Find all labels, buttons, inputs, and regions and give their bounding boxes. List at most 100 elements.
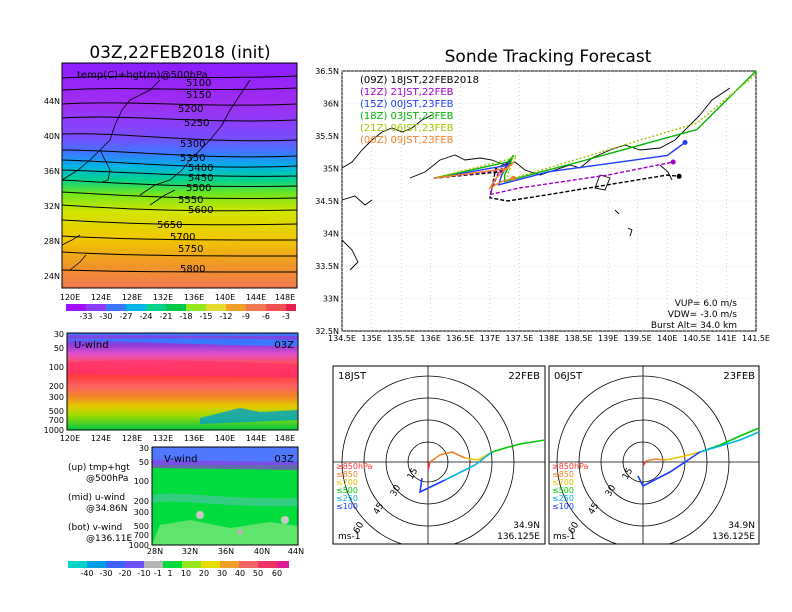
run-label: (09Z) 18JST,22FEB2018 <box>360 75 479 86</box>
lat-tick: 34.5N <box>315 197 339 206</box>
contour-label: 5400 <box>188 163 213 174</box>
temp-map: temp(C)+hgt(m)@500hPa <box>61 62 298 289</box>
level-tick: 300 <box>49 393 64 402</box>
level-tick: 700 <box>134 531 149 540</box>
vwind-panel: V-wind 03Z 30 50 100 200 300 500 700 100… <box>129 444 304 556</box>
level-tick: 50 <box>139 458 149 467</box>
hodo-legend-item: ≤100 <box>336 502 358 511</box>
hodo-date: 23FEB <box>723 371 755 382</box>
ring-label: 15 <box>406 467 420 482</box>
lon-tick: 128E <box>122 434 142 443</box>
contour-label: 5450 <box>188 173 213 184</box>
hodo-legend-item: ≤500 <box>552 486 574 495</box>
lon-tick: 141E <box>716 334 736 343</box>
hodo-legend-item: ≤250 <box>336 494 358 503</box>
lat-tick: 36.5N <box>315 67 339 76</box>
level-tick: 30 <box>139 444 149 453</box>
lon-tick: 144E <box>246 293 266 302</box>
hodo-legend-item: ≤500 <box>336 486 358 495</box>
hodo-time: 06JST <box>554 371 583 382</box>
lat-tick: 40N <box>254 547 270 556</box>
contour-label: 5100 <box>186 78 211 89</box>
lat-tick: 35.5N <box>315 132 339 141</box>
colorbar-tick: -20 <box>118 569 131 578</box>
lat-tick: 32N <box>182 547 198 556</box>
hodo-lon: 136.125E <box>712 532 755 542</box>
level-tick: 1000 <box>129 541 149 550</box>
lat-tick: 28N <box>147 547 163 556</box>
legend-line: @34.86N <box>86 504 128 514</box>
lon-tick: 135.5E <box>387 334 415 343</box>
lon-tick: 141.5E <box>742 334 770 343</box>
hodo-rings <box>549 366 759 544</box>
level-tick: 300 <box>134 508 149 517</box>
colorbar-tick: 10 <box>181 569 191 578</box>
lat-tick: 36N <box>218 547 234 556</box>
track-series <box>433 161 515 190</box>
colorbar-tick: -6 <box>262 312 270 321</box>
param-vup: VUP= 6.0 m/s <box>675 299 738 309</box>
lon-tick: 132E <box>153 434 173 443</box>
wind-colorbar: -40 -30 -20 -10 -1 1 10 20 30 40 50 60 <box>68 561 289 578</box>
colorbar-tick: 40 <box>235 569 245 578</box>
hodo-time: 18JST <box>338 371 367 382</box>
legend-line: (bot) v-wind <box>68 523 122 533</box>
colorbar-tick: 60 <box>272 569 282 578</box>
lon-tick: 137E <box>480 334 500 343</box>
hodo-date: 22FEB <box>508 371 540 382</box>
hodo-trace <box>637 427 759 488</box>
map-lat-ticks: 24N 28N 32N 36N 40N 44N <box>44 97 60 281</box>
hodo-legend-item: ≤250 <box>552 494 574 503</box>
param-vdw: VDW= -3.0 m/s <box>668 310 738 320</box>
track-lon-ticks: 134.5E 135E 135.5E 136E 136.5E 137E 137.5E 138E… <box>328 334 770 343</box>
lat-tick: 24N <box>44 272 60 281</box>
contour-label: 5200 <box>178 104 203 115</box>
lon-tick: 140E <box>215 293 235 302</box>
run-label: (21Z) 06JST,23FEB <box>360 123 454 134</box>
legend-line: (up) tmp+hgt <box>68 463 130 473</box>
colorbar-tick: 1 <box>167 569 172 578</box>
vwind-time: 03Z <box>274 454 294 465</box>
run-label: (12Z) 21JST,22FEB <box>360 87 454 98</box>
temp-colorbar: -33 -30 -27 -24 -21 -18 -15 -12 -9 -6 -3 <box>66 304 296 321</box>
level-tick: 30 <box>54 330 64 339</box>
lat-tick: 35N <box>323 165 339 174</box>
colorbar-tick: 20 <box>199 569 209 578</box>
lon-tick: 136E <box>184 434 204 443</box>
colorbar-tick: -24 <box>139 312 152 321</box>
lon-tick: 136.5E <box>446 334 474 343</box>
coastlines <box>62 79 251 271</box>
panel-legend: (up) tmp+hgt @500hPa (mid) u-wind @34.86… <box>68 463 132 544</box>
contour-label: 5700 <box>170 232 195 243</box>
lat-tick: 44N <box>288 547 304 556</box>
contour-label: 5750 <box>178 244 203 255</box>
track-grid <box>341 70 757 332</box>
colorbar-tick: -9 <box>242 312 250 321</box>
lat-tick: 32N <box>44 202 60 211</box>
lon-tick: 144E <box>246 434 266 443</box>
contour-label: 5500 <box>186 183 211 194</box>
lon-tick: 140E <box>657 334 677 343</box>
track-map: (09Z) 18JST,22FEB2018 (12Z) 21JST,22FEB … <box>341 70 757 332</box>
hodo-rings <box>333 366 545 544</box>
hodo-legend-item: ≥850hPa <box>552 462 589 471</box>
level-tick: 200 <box>49 382 64 391</box>
lon-tick: 138.5E <box>565 334 593 343</box>
lon-tick: 124E <box>91 293 111 302</box>
uwind-label: U-wind <box>74 340 109 351</box>
colorbar-tick: -30 <box>99 312 112 321</box>
lat-tick: 34N <box>323 230 339 239</box>
contour-label: 5650 <box>157 220 182 231</box>
lat-tick: 33.5N <box>315 262 339 271</box>
param-burst: Burst Alt= 34.0 km <box>651 321 737 331</box>
lon-tick: 132E <box>153 293 173 302</box>
lon-tick: 140.5E <box>683 334 711 343</box>
lat-tick: 32.5N <box>315 327 339 336</box>
lon-tick: 139E <box>598 334 618 343</box>
lon-tick: 148E <box>275 434 295 443</box>
colorbar-tick: -12 <box>219 312 232 321</box>
hodo-lat: 34.9N <box>728 521 755 531</box>
colorbar-tick: -18 <box>179 312 192 321</box>
track-endpoint <box>670 159 676 165</box>
hodo-legend-item: ≤700 <box>552 478 574 487</box>
